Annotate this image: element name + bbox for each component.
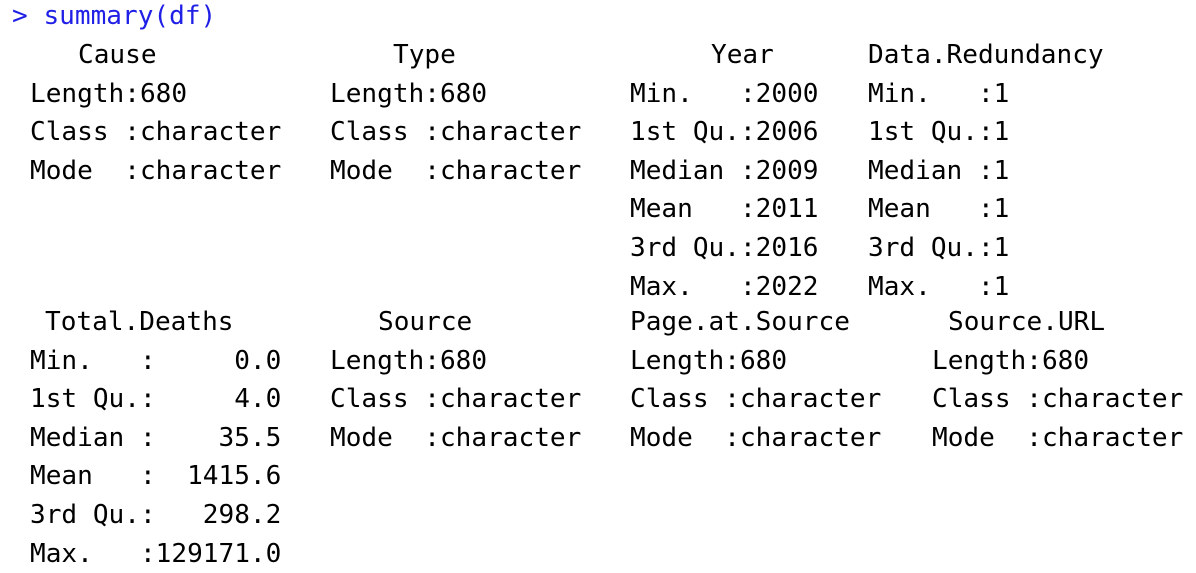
summary-value: Max. :129171.0 — [30, 538, 282, 569]
summary-value: Median : 35.5 — [30, 422, 282, 453]
column-header: Cause — [78, 40, 157, 70]
summary-value: Median :1 — [868, 155, 1010, 186]
summary-value: Mode :character — [330, 422, 582, 453]
summary-value: Mean : 1415.6 — [30, 461, 282, 492]
summary-value: 3rd Qu.:1 — [868, 233, 1010, 263]
summary-value: Length:680 — [30, 78, 188, 109]
summary-value: Length:680 — [330, 78, 488, 109]
column-header: Year — [711, 40, 774, 70]
command-line: > summary(df) — [12, 0, 216, 36]
summary-value: Min. :2000 — [630, 78, 819, 109]
summary-value: Min. : 0.0 — [30, 345, 282, 376]
summary-value: 1st Qu.:1 — [868, 117, 1010, 148]
column-header: Source.URL — [948, 307, 1106, 337]
summary-value: 3rd Qu.:2016 — [630, 233, 819, 263]
column-header: Source — [378, 307, 473, 337]
summary-value: Min. :1 — [868, 78, 1010, 109]
summary-value: Class :character — [932, 384, 1184, 415]
summary-value: Length:680 — [630, 345, 788, 376]
summary-value: Mode :character — [932, 422, 1184, 453]
summary-value: Mode :character — [30, 155, 282, 186]
summary-value: Mode :character — [330, 155, 582, 186]
summary-value: Mean :2011 — [630, 194, 819, 225]
command-text: summary(df) — [43, 1, 217, 31]
summary-value: Median :2009 — [630, 155, 819, 186]
column-header: Page.at.Source — [630, 307, 850, 337]
summary-value: Length:680 — [932, 345, 1090, 376]
summary-value: Class :character — [30, 117, 282, 148]
prompt-symbol: > — [12, 1, 28, 31]
summary-value: Class :character — [330, 117, 582, 148]
summary-value: 1st Qu.: 4.0 — [30, 384, 282, 415]
summary-value: Mean :1 — [868, 194, 1010, 225]
summary-value: Class :character — [330, 384, 582, 415]
summary-value: Class :character — [630, 384, 882, 415]
summary-value: Max. :2022 — [630, 271, 819, 302]
summary-value: 1st Qu.:2006 — [630, 117, 819, 148]
column-header: Total.Deaths — [45, 307, 234, 337]
column-header: Type — [393, 40, 456, 70]
summary-value: 3rd Qu.: 298.2 — [30, 500, 282, 530]
summary-value: Length:680 — [330, 345, 488, 376]
summary-value: Max. :1 — [868, 271, 1010, 302]
summary-value: Mode :character — [630, 422, 882, 453]
column-header: Data.Redundancy — [868, 40, 1104, 70]
